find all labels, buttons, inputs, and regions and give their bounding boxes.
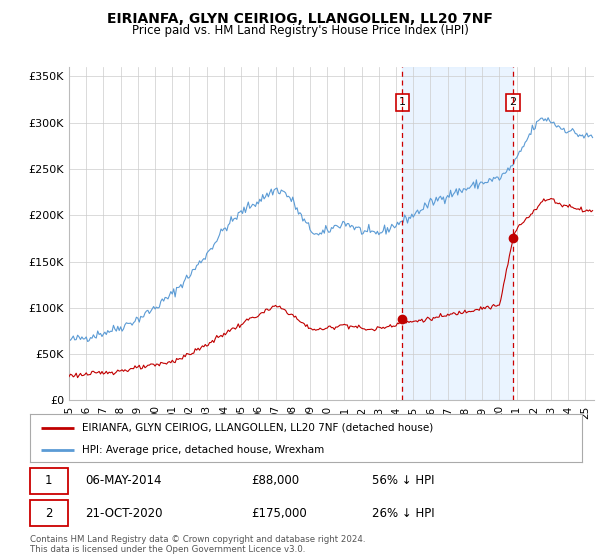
Text: 56% ↓ HPI: 56% ↓ HPI [372, 474, 435, 487]
Text: 21-OCT-2020: 21-OCT-2020 [85, 507, 163, 520]
Text: 06-MAY-2014: 06-MAY-2014 [85, 474, 162, 487]
Text: £175,000: £175,000 [251, 507, 307, 520]
Bar [403, 67, 513, 400]
Text: 2: 2 [509, 97, 517, 107]
Text: 1: 1 [45, 474, 53, 487]
Text: 26% ↓ HPI: 26% ↓ HPI [372, 507, 435, 520]
FancyBboxPatch shape [30, 468, 68, 494]
FancyBboxPatch shape [30, 500, 68, 526]
Text: 1: 1 [399, 97, 406, 107]
Text: 2: 2 [45, 507, 53, 520]
Text: EIRIANFA, GLYN CEIRIOG, LLANGOLLEN, LL20 7NF: EIRIANFA, GLYN CEIRIOG, LLANGOLLEN, LL20… [107, 12, 493, 26]
Text: HPI: Average price, detached house, Wrexham: HPI: Average price, detached house, Wrex… [82, 445, 325, 455]
Text: EIRIANFA, GLYN CEIRIOG, LLANGOLLEN, LL20 7NF (detached house): EIRIANFA, GLYN CEIRIOG, LLANGOLLEN, LL20… [82, 423, 434, 433]
Text: £88,000: £88,000 [251, 474, 299, 487]
Text: Price paid vs. HM Land Registry's House Price Index (HPI): Price paid vs. HM Land Registry's House … [131, 24, 469, 37]
Text: Contains HM Land Registry data © Crown copyright and database right 2024.
This d: Contains HM Land Registry data © Crown c… [30, 535, 365, 554]
